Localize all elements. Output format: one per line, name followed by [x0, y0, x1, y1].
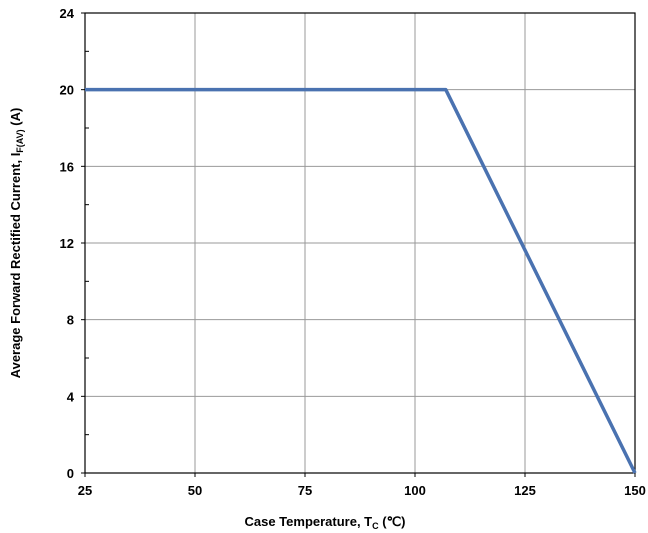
y-tick-label: 24 [60, 6, 75, 21]
y-tick-labels: 0 4 8 12 16 20 24 [60, 6, 75, 481]
y-tick-label: 8 [67, 313, 74, 328]
y-tick-label: 16 [60, 159, 74, 174]
x-tick-label: 50 [188, 483, 202, 498]
series-layer [85, 87, 637, 474]
x-axis-title: Case Temperature, TC (℃) [244, 514, 405, 531]
minor-ticks [81, 12, 636, 477]
x-tick-label: 125 [514, 483, 536, 498]
y-tick-label: 12 [60, 236, 74, 251]
x-tick-label: 100 [404, 483, 426, 498]
series-line [85, 87, 637, 474]
plot-frame [84, 12, 636, 474]
y-tick-label: 4 [67, 389, 75, 404]
y-tick-label: 20 [60, 83, 74, 98]
y-axis-title: Average Forward Rectified Current, IF(AV… [8, 108, 25, 379]
x-tick-label: 25 [78, 483, 92, 498]
x-tick-labels: 25 50 75 100 125 150 [78, 483, 646, 498]
x-tick-label: 150 [624, 483, 646, 498]
y-tick-label: 0 [67, 466, 74, 481]
x-tick-label: 75 [298, 483, 312, 498]
